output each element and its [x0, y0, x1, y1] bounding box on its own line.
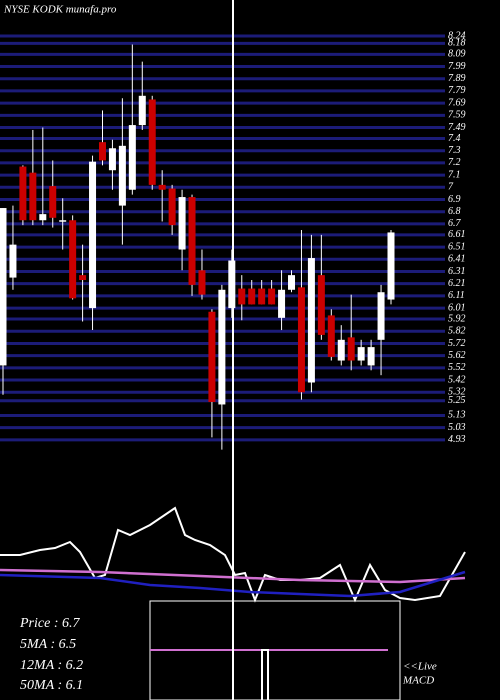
candle-body	[208, 311, 216, 403]
candle-body	[248, 288, 256, 305]
y-tick-label: 6.8	[448, 206, 461, 217]
candle-body	[89, 161, 97, 309]
y-tick-label: 5.92	[448, 313, 466, 324]
candle-body	[268, 288, 276, 305]
y-tick-label: 6.11	[448, 290, 465, 301]
candle-body	[278, 289, 286, 318]
candle-body	[158, 184, 166, 190]
candle-body	[387, 232, 395, 300]
candle-body	[347, 337, 355, 361]
candle-body	[307, 258, 315, 383]
y-tick-label: 5.42	[448, 374, 466, 385]
y-tick-label: 8.18	[448, 38, 466, 49]
candle-body	[288, 275, 296, 290]
y-tick-label: 6.51	[448, 241, 466, 252]
candle-body	[317, 275, 325, 335]
y-tick-label: 7	[448, 182, 454, 193]
indicator-line	[0, 568, 466, 584]
y-tick-label: 6.41	[448, 254, 466, 265]
y-tick-label: 6.9	[448, 194, 461, 205]
candle-body	[69, 220, 77, 299]
macd-bar	[261, 649, 269, 700]
y-tick-label: 7.49	[448, 122, 466, 133]
y-tick-label: 5.03	[448, 422, 466, 433]
candles	[0, 44, 395, 450]
candle-body	[327, 315, 335, 357]
y-tick-label: 5.82	[448, 326, 466, 337]
candle-body	[29, 172, 37, 221]
candle-body	[168, 188, 176, 226]
info-5ma: 5MA : 6.5	[20, 637, 76, 652]
candle-body	[19, 166, 27, 221]
indicator-line	[0, 570, 466, 598]
info-12ma: 12MA : 6.2	[20, 658, 83, 673]
y-tick-label: 5.32	[448, 387, 466, 398]
y-tick-label: 8.09	[448, 49, 466, 60]
y-tick-label: 5.62	[448, 350, 466, 361]
candle-body	[218, 289, 226, 405]
y-tick-label: 5.25	[448, 395, 466, 406]
y-tick-label: 7.79	[448, 85, 466, 96]
live-label: <<Live	[403, 661, 437, 673]
y-tick-label: 7.59	[448, 110, 466, 121]
candle-body	[0, 208, 7, 366]
y-tick-label: 7.69	[448, 97, 466, 108]
indicator-panel	[0, 506, 466, 603]
y-tick-label: 7.1	[448, 169, 461, 180]
candle-body	[49, 186, 57, 218]
candle-body	[148, 99, 156, 185]
y-tick-label: 6.21	[448, 278, 466, 289]
candle-body	[108, 148, 116, 171]
y-tick-label: 5.13	[448, 410, 466, 421]
y-tick-label: 5.72	[448, 338, 466, 349]
candle-body	[198, 270, 206, 295]
candle-body	[228, 260, 236, 309]
candle-body	[337, 339, 345, 361]
candle-body	[238, 288, 246, 305]
candle-body	[79, 275, 87, 281]
info-price: Price : 6.7	[19, 616, 80, 631]
candle-body	[128, 125, 136, 190]
indicator-line	[0, 506, 466, 603]
y-tick-label: 7.99	[448, 61, 466, 72]
candle-body	[59, 220, 67, 222]
live-label: MACD	[402, 675, 434, 687]
candle-body	[258, 288, 266, 305]
chart-title: NYSE KODK munafa.pro	[3, 4, 117, 16]
y-tick-label: 7.4	[448, 133, 461, 144]
candle-body	[9, 244, 17, 278]
y-tick-label: 6.01	[448, 302, 466, 313]
candle-body	[188, 197, 196, 285]
candle-body	[367, 347, 375, 366]
y-tick-label: 7.3	[448, 145, 461, 156]
candle-body	[98, 142, 106, 161]
candle-body	[377, 292, 385, 340]
candle-body	[39, 214, 47, 221]
candle-body	[178, 197, 186, 250]
candle-body	[118, 145, 126, 206]
y-tick-label: 7.2	[448, 157, 461, 168]
candle-body	[138, 95, 146, 126]
y-tick-label: 6.61	[448, 229, 466, 240]
y-tick-label: 8.24	[448, 30, 466, 41]
candle-body	[357, 347, 365, 361]
y-tick-label: 7.89	[448, 73, 466, 84]
y-tick-label: 6.7	[448, 218, 462, 229]
y-tick-label: 5.52	[448, 362, 466, 373]
y-tick-label: 6.31	[448, 266, 466, 277]
y-tick-label: 4.93	[448, 434, 466, 445]
candle-body	[297, 287, 305, 393]
info-50ma: 50MA : 6.1	[20, 678, 83, 693]
